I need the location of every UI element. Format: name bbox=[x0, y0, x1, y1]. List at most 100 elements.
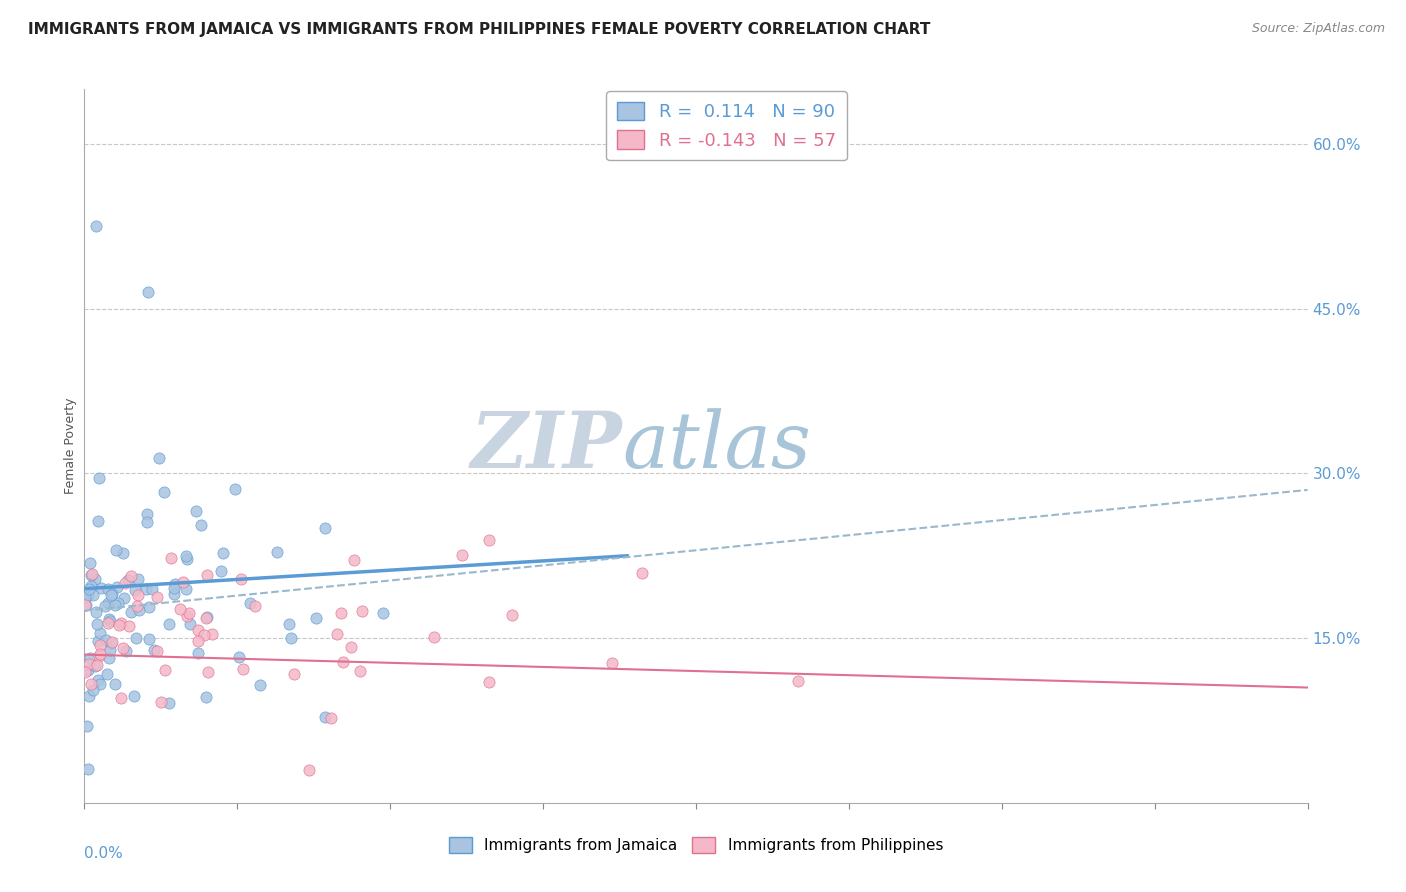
Point bbox=[172, 574, 194, 589]
Point bbox=[136, 516, 159, 530]
Point bbox=[478, 533, 501, 548]
Point bbox=[193, 628, 215, 642]
Legend: Immigrants from Jamaica, Immigrants from Philippines: Immigrants from Jamaica, Immigrants from… bbox=[443, 831, 949, 859]
Point bbox=[118, 619, 141, 633]
Point bbox=[136, 285, 159, 300]
Point bbox=[150, 695, 173, 709]
Point bbox=[280, 631, 302, 645]
Point bbox=[98, 612, 121, 626]
Point bbox=[80, 579, 103, 593]
Point bbox=[174, 549, 197, 563]
Point bbox=[77, 762, 100, 776]
Point bbox=[79, 650, 101, 665]
Point bbox=[141, 582, 163, 596]
Point bbox=[82, 682, 104, 697]
Point bbox=[89, 638, 111, 652]
Point bbox=[97, 582, 120, 597]
Point bbox=[80, 567, 103, 582]
Point bbox=[184, 504, 207, 518]
Point bbox=[124, 631, 146, 645]
Point bbox=[80, 676, 103, 690]
Point bbox=[197, 665, 219, 679]
Point bbox=[298, 763, 321, 777]
Point bbox=[76, 588, 98, 602]
Point bbox=[89, 677, 111, 691]
Point bbox=[194, 690, 217, 705]
Point bbox=[97, 615, 120, 630]
Point bbox=[174, 582, 197, 596]
Point bbox=[75, 665, 97, 679]
Point bbox=[104, 598, 127, 612]
Point bbox=[83, 658, 105, 673]
Point bbox=[332, 655, 354, 669]
Point bbox=[89, 647, 111, 661]
Point bbox=[124, 582, 146, 597]
Point bbox=[163, 581, 186, 595]
Point bbox=[76, 719, 98, 733]
Point bbox=[112, 591, 135, 605]
Point bbox=[342, 553, 364, 567]
Point bbox=[104, 676, 127, 690]
Y-axis label: Female Poverty: Female Poverty bbox=[65, 398, 77, 494]
Point bbox=[278, 617, 301, 632]
Point bbox=[94, 599, 117, 613]
Point bbox=[195, 568, 218, 582]
Point bbox=[98, 643, 121, 657]
Point bbox=[138, 632, 160, 646]
Point bbox=[209, 564, 232, 578]
Point bbox=[96, 666, 118, 681]
Point bbox=[451, 549, 474, 563]
Point bbox=[120, 568, 142, 582]
Point bbox=[105, 580, 128, 594]
Point bbox=[101, 634, 124, 648]
Point bbox=[89, 626, 111, 640]
Point bbox=[73, 590, 96, 604]
Point bbox=[143, 642, 166, 657]
Point bbox=[152, 485, 174, 500]
Point bbox=[97, 597, 120, 611]
Point bbox=[195, 610, 218, 624]
Point bbox=[77, 657, 100, 672]
Point bbox=[349, 664, 371, 678]
Point bbox=[115, 643, 138, 657]
Point bbox=[319, 711, 342, 725]
Point bbox=[120, 606, 142, 620]
Point bbox=[201, 627, 224, 641]
Point bbox=[224, 483, 246, 497]
Point bbox=[314, 521, 336, 535]
Point bbox=[112, 546, 135, 560]
Point bbox=[371, 606, 394, 620]
Point bbox=[87, 634, 110, 648]
Point bbox=[266, 545, 288, 559]
Point bbox=[77, 689, 100, 703]
Point bbox=[128, 602, 150, 616]
Point bbox=[76, 663, 98, 677]
Point bbox=[340, 640, 363, 654]
Point bbox=[100, 636, 122, 650]
Point bbox=[100, 588, 122, 602]
Point bbox=[163, 587, 186, 601]
Point bbox=[87, 673, 110, 688]
Point bbox=[179, 617, 201, 632]
Point bbox=[177, 607, 200, 621]
Point bbox=[86, 617, 108, 632]
Point bbox=[600, 656, 623, 670]
Point bbox=[631, 566, 654, 581]
Point bbox=[314, 710, 336, 724]
Point bbox=[187, 624, 209, 638]
Point bbox=[127, 599, 149, 613]
Point bbox=[110, 691, 132, 706]
Point bbox=[423, 630, 446, 644]
Point bbox=[89, 648, 111, 663]
Point bbox=[157, 616, 180, 631]
Point bbox=[211, 546, 233, 560]
Point bbox=[305, 611, 328, 625]
Point bbox=[787, 673, 810, 688]
Point bbox=[187, 646, 209, 660]
Point bbox=[160, 550, 183, 565]
Point bbox=[163, 576, 186, 591]
Text: atlas: atlas bbox=[623, 408, 811, 484]
Point bbox=[90, 581, 112, 595]
Point bbox=[195, 610, 218, 624]
Point bbox=[148, 450, 170, 465]
